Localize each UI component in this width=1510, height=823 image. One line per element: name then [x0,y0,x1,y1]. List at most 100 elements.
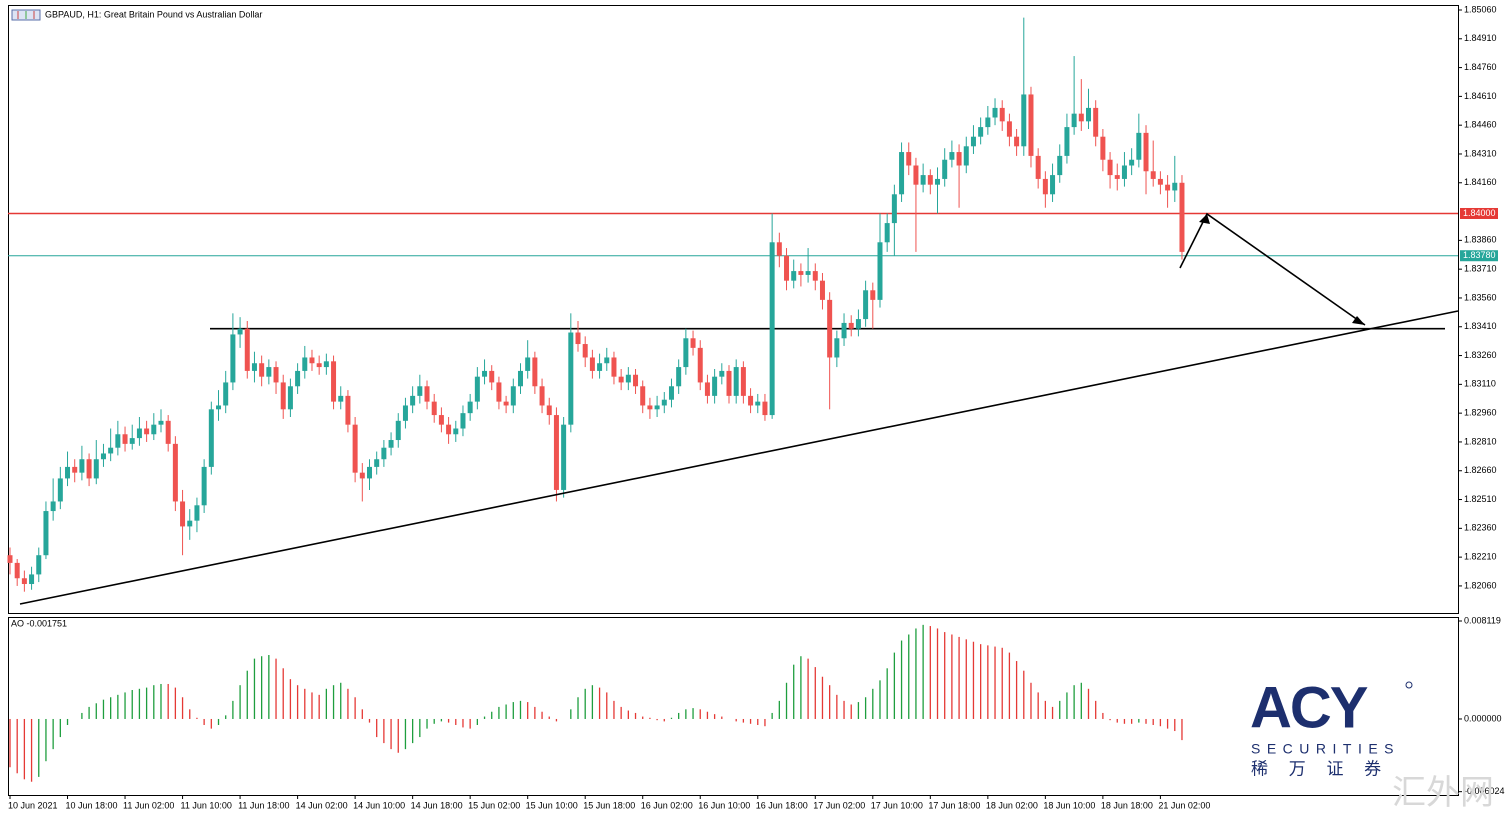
candle-body [259,363,265,377]
candle-body [992,107,998,118]
candle-body [309,357,315,364]
x-tick-label: 18 Jun 18:00 [1101,800,1153,810]
candle-body [323,361,329,368]
candle-body [532,357,538,387]
candle-body [172,443,178,502]
candle-body [863,290,869,320]
forecast-arrow [1179,212,1366,326]
candle-body [244,328,250,371]
candle-body [668,386,674,400]
candle-body [352,424,358,473]
x-tick-label: 14 Jun 18:00 [411,800,463,810]
candle-body [1006,121,1012,137]
candle-body [539,386,545,406]
candle-body [913,165,919,185]
x-tick-label: 18 Jun 10:00 [1043,800,1095,810]
candle-body [1028,94,1034,156]
candle-body [496,382,502,402]
candle-body [1143,132,1149,172]
candle-body [640,386,646,406]
candle-body [43,511,49,556]
candle-body [1064,127,1070,156]
candle-body [345,395,351,425]
candle-body [424,386,430,402]
candle-body [93,459,99,479]
candle-body [467,401,473,414]
candle-body [726,370,732,396]
candle-body [460,413,466,429]
candle-body [755,401,761,406]
candle-body [690,338,696,348]
candle-body [1150,171,1156,179]
trend-line [19,310,1459,605]
candle-body [1114,175,1120,179]
plot: 1.85060 1.84910 1.84760 1.84610 1.84460 1.843… [7,4,1505,810]
candle-body [1093,107,1099,137]
candle-body [302,357,308,371]
candle-body [1121,165,1127,179]
symbol-icon [11,9,41,21]
candle-body [604,357,610,364]
candle-body [194,505,200,521]
y-tick-label: 1.84460 [1464,120,1497,130]
candle-body [251,363,257,371]
y-tick-label: 1.83860 [1464,235,1497,245]
candle-body [108,447,114,454]
candle-body [65,466,71,479]
candle-body [654,405,660,410]
candle-body [1172,182,1178,191]
candle-body [216,405,222,410]
candle-body [503,401,509,406]
candle-body [633,374,639,387]
candle-body [704,382,710,396]
candle-body [1129,159,1135,166]
candle-body [546,405,552,416]
y-tick-label: 0.000000 [1464,713,1502,723]
candle-body [618,376,624,383]
x-tick-label: 14 Jun 10:00 [353,800,405,810]
x-tick-label: 16 Jun 02:00 [641,800,693,810]
x-tick-label: 14 Jun 02:00 [296,800,348,810]
candle-body [1057,155,1063,176]
level-label: 1.84000 [1463,208,1496,218]
candle-body [906,152,912,166]
y-tick-label: 1.84310 [1464,148,1497,158]
candle-body [79,459,85,473]
y-tick-label: 1.82810 [1464,436,1497,446]
arrow-head [1352,316,1365,325]
candle-body [848,322,854,329]
candle-body [812,271,818,281]
level-label: 1.83780 [1463,250,1496,260]
candle-body [316,363,322,368]
x-tick-label: 10 Jun 18:00 [66,800,118,810]
candle-body [1042,178,1048,195]
candle-body [115,434,121,448]
candle-body [136,428,142,439]
level-tag [1460,207,1498,219]
candle-body [187,520,193,527]
candle-body [122,434,128,444]
candle-body [367,466,372,479]
candle-body [1014,136,1020,147]
y-tick-label: 1.83710 [1464,264,1497,274]
candle-body [927,175,933,185]
candle-body [438,415,444,425]
logo-mark [1405,681,1413,689]
candle-body [208,409,214,467]
candle-body [935,178,941,185]
candle-body [748,395,754,406]
candle-body [417,386,423,396]
x-tick-label: 17 Jun 18:00 [928,800,980,810]
candle-body [50,501,56,512]
logo-chinese: 稀 万 证 券 [1251,759,1389,778]
y-tick-label: 1.85060 [1464,4,1497,14]
candle-body [453,428,459,435]
candle-body [834,338,840,358]
candle-body [1165,184,1171,191]
x-tick-label: 15 Jun 02:00 [468,800,520,810]
candle-body [956,152,962,166]
candle-body [21,578,27,585]
y-tick-label: 1.84910 [1464,33,1497,43]
y-tick-label: 1.83410 [1464,321,1497,331]
x-tick-label: 15 Jun 18:00 [583,800,635,810]
